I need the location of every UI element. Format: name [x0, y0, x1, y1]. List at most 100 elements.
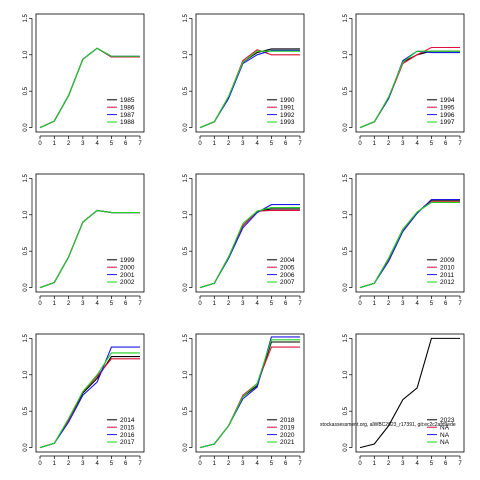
legend-label: 2000 [120, 264, 135, 271]
x-tick-label: 4 [255, 461, 259, 467]
x-tick-label: 7 [458, 461, 462, 467]
y-tick-label: 0.5 [23, 246, 29, 255]
legend-label: 2023 [440, 417, 455, 424]
legend-label: 2019 [280, 424, 295, 431]
x-tick-label: 5 [110, 301, 114, 307]
x-tick-label: 1 [213, 141, 217, 147]
y-tick-label: 1.5 [23, 174, 29, 183]
legend-label: 1995 [440, 104, 455, 111]
legend-label: 1997 [440, 119, 455, 126]
x-tick-label: 5 [110, 461, 114, 467]
panel: 0 1 2 3 4 5 6 70.00.51.01.52023NANANAstockasses… [320, 333, 465, 467]
y-tick-label: 1.5 [343, 174, 349, 183]
x-tick-label: 2 [387, 301, 391, 307]
x-tick-label: 4 [255, 301, 259, 307]
y-tick-label: 0.0 [183, 443, 189, 452]
plot-box [35, 333, 145, 453]
x-tick-label: 3 [401, 461, 405, 467]
legend-label: NA [440, 432, 450, 439]
x-tick-label: 7 [298, 461, 302, 467]
legend-label: 2002 [120, 279, 135, 286]
y-tick-label: 1.5 [183, 174, 189, 183]
x-tick-label: 2 [67, 141, 71, 147]
y-tick-label: 0.5 [183, 86, 189, 95]
x-tick-label: 0 [38, 461, 42, 467]
x-tick-label: 7 [458, 141, 462, 147]
watermark: stockassessment.org, alWBC2023_r17391, g… [320, 422, 456, 428]
y-tick-label: 0.5 [183, 406, 189, 415]
x-tick-label: 0 [358, 141, 362, 147]
y-tick-label: 1.0 [23, 210, 29, 219]
legend-label: 2010 [440, 264, 455, 271]
y-tick-label: 1.0 [183, 50, 189, 59]
plot-box [35, 13, 145, 133]
legend-label: 2015 [120, 424, 135, 431]
y-tick-label: 1.5 [23, 14, 29, 23]
legend-label: 2012 [440, 279, 455, 286]
y-tick-label: 0.0 [343, 123, 349, 132]
y-tick-label: 1.0 [343, 370, 349, 379]
series-line [199, 50, 300, 129]
x-tick-label: 3 [81, 301, 85, 307]
x-tick-label: 5 [430, 301, 434, 307]
x-tick-label: 1 [53, 301, 57, 307]
y-tick-label: 0.5 [343, 406, 349, 415]
x-tick-label: 5 [270, 461, 274, 467]
x-tick-label: 0 [358, 461, 362, 467]
legend-label: 2006 [280, 272, 295, 279]
y-tick-label: 0.5 [343, 246, 349, 255]
x-tick-label: 7 [298, 301, 302, 307]
legend-label: 2014 [120, 417, 135, 424]
legend-label: 1987 [120, 112, 135, 119]
y-tick-label: 0.0 [183, 283, 189, 292]
x-tick-label: 5 [430, 141, 434, 147]
plot-box [355, 333, 465, 453]
x-tick-label: 7 [298, 141, 302, 147]
plot-box [195, 13, 305, 133]
x-tick-label: 5 [270, 301, 274, 307]
legend-label: 1996 [440, 112, 455, 119]
series-line [39, 352, 140, 449]
legend-label: NA [440, 424, 450, 431]
legend-label: 2004 [280, 257, 295, 264]
y-tick-label: 0.5 [343, 86, 349, 95]
y-tick-label: 1.5 [343, 334, 349, 343]
x-tick-label: 1 [53, 141, 57, 147]
y-tick-label: 0.0 [343, 443, 349, 452]
legend-label: 1994 [440, 97, 455, 104]
x-tick-label: 6 [284, 141, 288, 147]
y-tick-label: 1.0 [343, 50, 349, 59]
x-tick-label: 3 [401, 141, 405, 147]
series-line [39, 209, 140, 289]
y-tick-label: 1.5 [183, 14, 189, 23]
x-tick-label: 3 [81, 141, 85, 147]
x-tick-label: 2 [67, 461, 71, 467]
plot-box [195, 333, 305, 453]
x-tick-label: 6 [124, 141, 128, 147]
x-tick-label: 0 [38, 141, 42, 147]
x-tick-label: 2 [227, 461, 231, 467]
x-tick-label: 2 [227, 141, 231, 147]
y-tick-label: 0.0 [343, 283, 349, 292]
series-line [39, 47, 140, 129]
x-tick-label: 6 [444, 461, 448, 467]
series-line [359, 337, 460, 449]
legend-label: 1986 [120, 104, 135, 111]
x-tick-label: 1 [53, 461, 57, 467]
legend-label: 1990 [280, 97, 295, 104]
x-tick-label: 3 [241, 141, 245, 147]
y-tick-label: 0.0 [23, 443, 29, 452]
x-tick-label: 2 [387, 141, 391, 147]
x-tick-label: 3 [401, 301, 405, 307]
x-tick-label: 0 [38, 301, 42, 307]
x-tick-label: 5 [110, 141, 114, 147]
legend-label: 1993 [280, 119, 295, 126]
x-tick-label: 7 [458, 301, 462, 307]
